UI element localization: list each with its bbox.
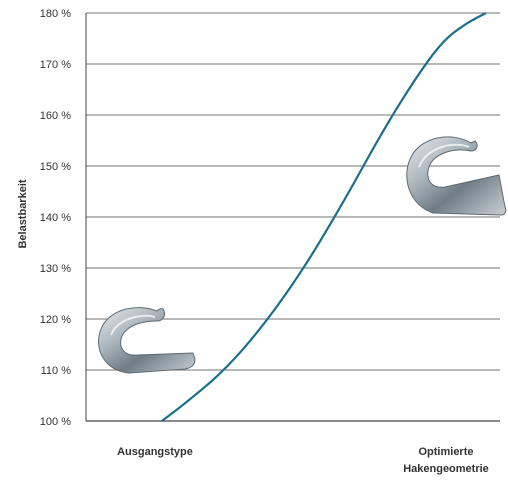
initial-hook-icon bbox=[98, 307, 196, 374]
y-axis-label: Belastbarkeit bbox=[17, 179, 29, 248]
y-tick-label: 150 % bbox=[40, 161, 71, 173]
y-tick-label: 140 % bbox=[40, 212, 71, 224]
x-category-label: Ausgangstype bbox=[117, 446, 193, 458]
x-category-label: Optimierte Hakengeometrie bbox=[403, 446, 489, 475]
y-tick-label: 120 % bbox=[40, 314, 71, 326]
y-tick-label: 160 % bbox=[40, 110, 71, 122]
y-tick-label: 180 % bbox=[40, 8, 71, 20]
optimized-hook-icon bbox=[406, 136, 507, 216]
x-tick-label: Ausgangstype bbox=[117, 446, 193, 458]
y-tick-label: 130 % bbox=[40, 263, 71, 275]
y-tick-labels: 100 % 110 % 120 % 130 % 140 % 150 % 160 % 170 %… bbox=[40, 8, 71, 428]
y-tick-label: 110 % bbox=[41, 365, 72, 377]
x-tick-label: Optimierte Hakengeometrie bbox=[403, 446, 489, 475]
series-line bbox=[161, 12, 487, 422]
y-tick-label: 170 % bbox=[40, 59, 71, 71]
y-tick-label: 100 % bbox=[40, 416, 71, 428]
